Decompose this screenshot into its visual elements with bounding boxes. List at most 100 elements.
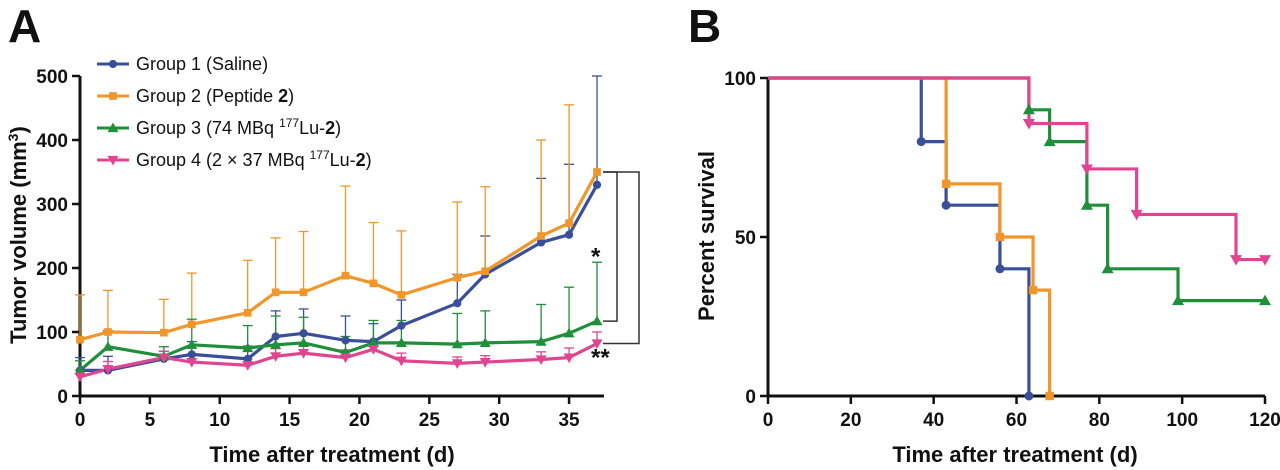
panel-a-data-point bbox=[453, 299, 462, 308]
panel-a-axes: 0 100 200 300 400 500 0 5 10 15 20 25 30 35 bbox=[36, 67, 604, 431]
panel-a-data-point bbox=[563, 353, 575, 364]
legend-label: Group 2 (Peptide 2) bbox=[136, 86, 294, 106]
panel-b-data-point bbox=[941, 179, 951, 189]
panel-a-data-point bbox=[299, 329, 308, 338]
panel-a-data-point bbox=[565, 219, 573, 228]
panel-a-data-point bbox=[535, 355, 547, 366]
legend-label-part: 2 bbox=[325, 118, 335, 138]
panel-a-data-point bbox=[479, 337, 491, 348]
panel-a-data-point bbox=[397, 291, 406, 299]
legend-label-part: Group 2 (Peptide bbox=[136, 86, 278, 106]
panel-a-data-point bbox=[479, 357, 491, 368]
legend-swatch-marker bbox=[107, 122, 119, 133]
panel-a-data-point bbox=[367, 345, 379, 355]
panel-b-data-point bbox=[941, 200, 951, 210]
panel-a-data-point bbox=[74, 364, 86, 375]
panel-a-data-point bbox=[481, 267, 490, 276]
panel-a-x-tick-label: 20 bbox=[349, 410, 370, 431]
legend-label-part: ) bbox=[366, 150, 372, 170]
legend-swatch-marker bbox=[107, 155, 119, 166]
panel-b-y-tick-label: 100 bbox=[724, 69, 756, 90]
panel-b-data-point bbox=[1022, 103, 1035, 115]
panel-b-y-tick-label: 50 bbox=[735, 228, 756, 249]
panel-a-x-tick-label: 25 bbox=[419, 410, 441, 431]
panel-a-data-point bbox=[592, 180, 602, 189]
panel-a-data-point bbox=[158, 353, 170, 364]
legend-label-part: Group 3 (74 MBq bbox=[136, 118, 279, 138]
panel-b-data-point bbox=[995, 232, 1005, 242]
panel-a-data-point bbox=[593, 168, 601, 176]
panel-a-y-tick-label: 300 bbox=[36, 195, 68, 216]
panel-a-x-tick-label: 10 bbox=[209, 410, 230, 431]
panel-a-significance: *** bbox=[591, 171, 640, 372]
legend-label-part: Group 1 (Saline) bbox=[136, 54, 268, 74]
panel-a-data-point bbox=[271, 288, 280, 297]
panel-b-data-point bbox=[995, 264, 1005, 274]
panel-b-survival-curves bbox=[768, 76, 1265, 396]
panel-a-data-point bbox=[76, 335, 84, 344]
panel-a-data-point bbox=[591, 315, 603, 326]
panel-b-survival-curve bbox=[768, 76, 1052, 396]
legend-label-part: 177 bbox=[310, 148, 330, 162]
panel-a-data-point bbox=[536, 238, 546, 247]
panel-b-y-tick-label: 0 bbox=[745, 387, 756, 408]
panel-b-data-point bbox=[1024, 391, 1034, 401]
panel-b-x-tick-label: 100 bbox=[1166, 410, 1198, 431]
panel-a-markers bbox=[74, 168, 603, 383]
panel-a-legend: Group 1 (Saline)Group 2 (Peptide 2)Group… bbox=[97, 54, 372, 170]
panel-a-y-axis-title-close: ) bbox=[6, 126, 31, 133]
panel-b-data-point bbox=[1130, 209, 1143, 221]
panel-b-data-point bbox=[1043, 135, 1056, 147]
panel-b-y-axis-title: Percent survival bbox=[694, 151, 719, 321]
significance-double-star: ** bbox=[591, 345, 610, 372]
panel-a-data-point bbox=[341, 271, 350, 280]
panel-a-data-point bbox=[298, 348, 310, 359]
panel-a-data-point bbox=[159, 328, 168, 337]
legend-label-part: Lu- bbox=[299, 118, 325, 138]
panel-a-data-point bbox=[339, 353, 351, 364]
panel-a: A 0 100 200 300 400 500 0 5 10 15 20 25 30 35 Time af… bbox=[5, 0, 640, 467]
panel-a-y-axis-title: Tumor volume (mm3) bbox=[5, 126, 31, 344]
panel-b-x-tick-label: 60 bbox=[1006, 410, 1027, 431]
legend-label: Group 4 (2 × 37 MBq 177Lu-2) bbox=[136, 148, 372, 170]
panel-a-data-point bbox=[535, 336, 547, 346]
panel-a-data-point bbox=[102, 341, 114, 351]
panel-b-survival-curve bbox=[768, 76, 1265, 262]
legend-swatch-marker bbox=[108, 59, 118, 69]
panel-a-y-tick-label: 500 bbox=[36, 67, 68, 88]
panel-b-data-point bbox=[1259, 255, 1271, 266]
panel-b-x-axis-title: Time after treatment (d) bbox=[892, 442, 1137, 467]
panel-b-data-point bbox=[1259, 294, 1271, 306]
panel-a-data-point bbox=[537, 232, 545, 240]
panel-a-data-point bbox=[298, 337, 310, 348]
panel-a-data-point bbox=[243, 308, 252, 317]
panel-a-data-point bbox=[564, 230, 574, 239]
panel-a-data-point bbox=[186, 357, 198, 368]
panel-a-x-axis-title: Time after treatment (d) bbox=[209, 442, 454, 467]
panel-a-data-point bbox=[242, 342, 254, 353]
panel-b-data-point bbox=[1080, 199, 1093, 210]
panel-a-series-line bbox=[78, 319, 598, 372]
panel-b-data-point bbox=[1022, 118, 1035, 130]
panel-a-data-point bbox=[367, 337, 379, 348]
bracket-group2-group4 bbox=[603, 171, 640, 345]
panel-b-data-point bbox=[916, 137, 926, 147]
panel-b-data-point bbox=[1101, 262, 1114, 274]
panel-a-data-point bbox=[271, 332, 280, 341]
panel-b-x-tick-label: 120 bbox=[1249, 410, 1280, 431]
bracket-group2-group3 bbox=[603, 171, 618, 322]
panel-a-data-point bbox=[453, 273, 462, 282]
panel-b-data-point bbox=[1028, 285, 1038, 295]
legend-label-part: ) bbox=[288, 86, 294, 106]
panel-a-data-point bbox=[242, 361, 254, 371]
panel-b-x-tick-label: 0 bbox=[763, 410, 774, 431]
panel-a-data-point bbox=[451, 338, 463, 349]
panel-b: B 0 50 100 0 20 40 60 80 100 120 Time after treat… bbox=[688, 0, 1280, 467]
significance-star: * bbox=[591, 244, 601, 271]
panel-a-y-tick-label: 0 bbox=[57, 387, 68, 408]
panel-b-data-point bbox=[1230, 255, 1243, 266]
legend-label-part: ) bbox=[335, 118, 341, 138]
panel-a-y-tick-label: 400 bbox=[36, 131, 68, 152]
panel-b-x-tick-label: 80 bbox=[1089, 410, 1110, 431]
